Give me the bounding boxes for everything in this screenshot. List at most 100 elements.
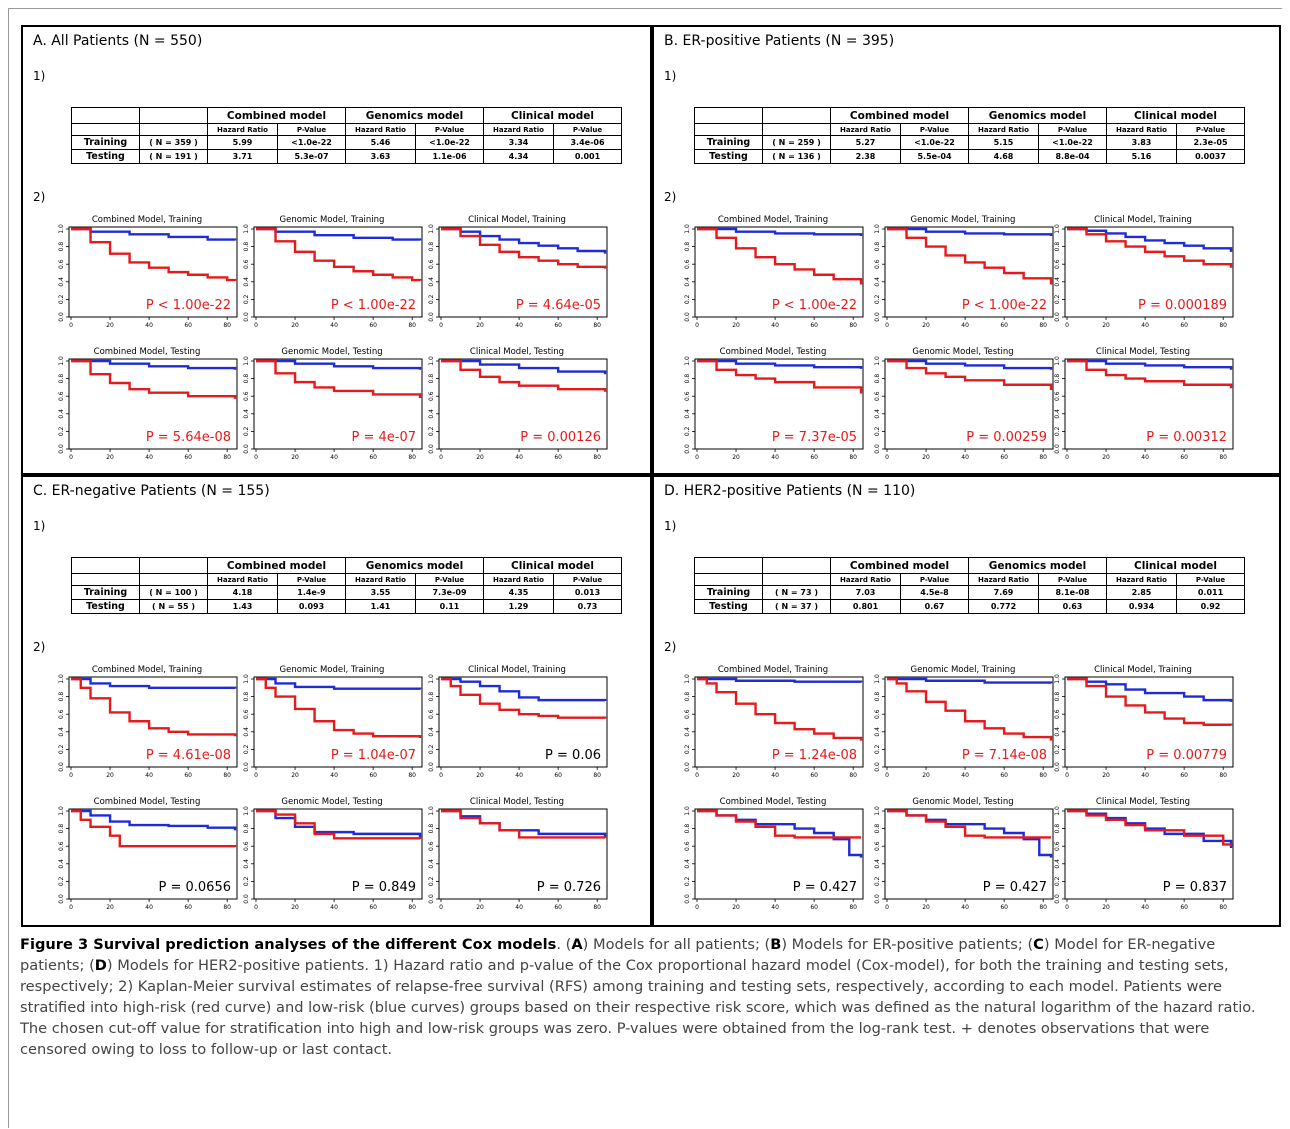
- x-tick-label: 20: [291, 322, 299, 329]
- model-header: Clinical model: [1106, 557, 1245, 574]
- low-risk-curve: [887, 809, 1053, 858]
- x-tick-label: 20: [106, 454, 114, 461]
- x-tick-label: 80: [593, 904, 601, 911]
- table-cell: 0.001: [553, 149, 622, 164]
- plot-frame: [68, 808, 238, 900]
- high-risk-curve: [887, 809, 1051, 839]
- model-header: Clinical model: [1106, 107, 1245, 124]
- x-tick-label: 80: [1039, 904, 1047, 911]
- blank-cell: [694, 123, 763, 136]
- y-tick-label: 0.8: [243, 692, 250, 702]
- plot-title: Clinical Model, Training: [468, 665, 566, 675]
- high-risk-curve: [256, 809, 422, 840]
- y-tick-label: 0.8: [428, 374, 435, 384]
- x-tick-label: 80: [849, 322, 857, 329]
- y-tick-label: 0.4: [58, 409, 65, 419]
- high-risk-curve: [441, 359, 607, 392]
- y-tick-label: 0.6: [874, 841, 881, 851]
- km-plot: Clinical Model, Testing 0 20 40 60 80 0.0 0.2 0.…: [423, 797, 611, 915]
- y-tick-label: 0.8: [1054, 374, 1061, 384]
- y-tick-label: 0.0: [1054, 444, 1061, 454]
- x-tick-label: 20: [922, 904, 930, 911]
- y-tick-label: 0.0: [874, 894, 881, 904]
- table-cell: 0.013: [553, 585, 622, 600]
- x-tick-label: 0: [695, 454, 699, 461]
- blank-cell: [71, 573, 140, 586]
- km-plot: Combined Model, Training 0 20 40 60 80 0.0 0.2 0…: [53, 665, 241, 783]
- y-tick-label: 0.0: [428, 444, 435, 454]
- section-label-2: 2): [664, 640, 677, 654]
- y-tick-label: 0.6: [243, 841, 250, 851]
- plot-frame: [68, 358, 238, 450]
- y-tick-label: 0.4: [684, 727, 691, 737]
- y-tick-label: 0.4: [243, 409, 250, 419]
- km-plot: Genomic Model, Testing 0 20 40 60 80 0.0 0.2 0.4…: [869, 797, 1057, 915]
- y-tick-label: 1.0: [874, 806, 881, 816]
- row-label: Training: [71, 585, 140, 600]
- x-tick-label: 40: [961, 904, 969, 911]
- table-cell: <1.0e-22: [1038, 135, 1107, 150]
- km-plot-area: 0 20 40 60 80 0.0 0.2 0.4 0.6 0.8 1.0 P = 7.37e-05: [684, 356, 864, 461]
- x-tick-label: 0: [885, 322, 889, 329]
- y-tick-label: 0.4: [1054, 859, 1061, 869]
- figure-caption: Figure 3 Survival prediction analyses of…: [20, 934, 1272, 1060]
- y-tick-label: 0.2: [58, 426, 65, 436]
- low-risk-curve: [441, 359, 607, 375]
- low-risk-curve: [887, 359, 1053, 370]
- x-tick-label: 0: [1065, 454, 1069, 461]
- x-tick-label: 40: [1141, 322, 1149, 329]
- x-tick-label: 80: [593, 772, 601, 779]
- low-risk-curve: [441, 227, 607, 254]
- y-tick-label: 0.2: [243, 876, 250, 886]
- x-tick-label: 0: [885, 904, 889, 911]
- plot-frame: [68, 226, 238, 318]
- p-value-label: P < 1.00e-22: [331, 298, 416, 313]
- x-tick-label: 80: [1219, 454, 1227, 461]
- p-value-label: P = 0.00259: [966, 430, 1047, 445]
- km-plot-area: 0 20 40 60 80 0.0 0.2 0.4 0.6 0.8 1.0 P = 1.24e-08: [684, 674, 864, 779]
- x-tick-label: 40: [961, 454, 969, 461]
- y-tick-label: 0.2: [58, 876, 65, 886]
- y-tick-label: 1.0: [874, 356, 881, 366]
- x-tick-label: 20: [476, 772, 484, 779]
- km-plot-area: 0 20 40 60 80 0.0 0.2 0.4 0.6 0.8 1.0 P < 1.00e-22: [874, 224, 1054, 329]
- table-cell: 0.92: [1176, 599, 1245, 614]
- high-risk-curve: [1067, 227, 1233, 268]
- y-tick-label: 0.6: [874, 709, 881, 719]
- y-tick-label: 0.2: [1054, 426, 1061, 436]
- plot-title: Genomic Model, Training: [910, 665, 1016, 675]
- y-tick-label: 0.4: [58, 277, 65, 287]
- plot-title: Genomic Model, Testing: [912, 797, 1014, 807]
- p-value-label: P = 1.04e-07: [331, 748, 416, 763]
- x-tick-label: 20: [291, 904, 299, 911]
- y-tick-label: 0.6: [428, 841, 435, 851]
- y-tick-label: 1.0: [243, 224, 250, 234]
- plot-title: Genomic Model, Training: [279, 665, 385, 675]
- km-plot: Clinical Model, Testing 0 20 40 60 80 0.0 0.2 0.…: [1049, 347, 1237, 465]
- low-risk-curve: [697, 227, 863, 237]
- x-tick-label: 20: [732, 904, 740, 911]
- table-cell: 0.772: [968, 599, 1039, 614]
- y-tick-label: 0.2: [428, 294, 435, 304]
- p-value-label: P = 0.06: [545, 748, 601, 763]
- y-tick-label: 0.8: [243, 824, 250, 834]
- x-tick-label: 20: [1102, 772, 1110, 779]
- plot-frame: [253, 808, 423, 900]
- low-risk-curve: [71, 359, 237, 370]
- table-cell: 0.093: [277, 599, 346, 614]
- hazard-ratio-table: Combined model Genomics model Clinical mod…: [694, 557, 1245, 614]
- blank-cell: [762, 573, 831, 586]
- km-plot-area: 0 20 40 60 80 0.0 0.2 0.4 0.6 0.8 1.0 P = 7.14e-08: [874, 674, 1054, 779]
- blank-cell: [71, 123, 140, 136]
- y-tick-label: 0.0: [1054, 762, 1061, 772]
- y-tick-label: 0.8: [58, 824, 65, 834]
- x-tick-label: 80: [1219, 322, 1227, 329]
- km-plot: Clinical Model, Training 0 20 40 60 80 0.0 0.2 0…: [423, 215, 611, 333]
- column-subheader: P-Value: [415, 123, 484, 136]
- column-subheader: P-Value: [415, 573, 484, 586]
- column-subheader: P-Value: [1038, 123, 1107, 136]
- table-cell: 8.8e-04: [1038, 149, 1107, 164]
- y-tick-label: 0.4: [874, 409, 881, 419]
- caption-text: ) Models for ER-positive patients; (: [781, 936, 1034, 953]
- plot-title: Combined Model, Training: [91, 215, 203, 225]
